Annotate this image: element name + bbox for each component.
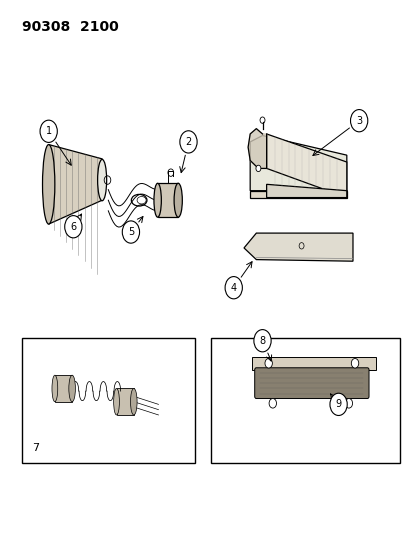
Polygon shape [249, 135, 346, 198]
Polygon shape [49, 144, 102, 224]
Polygon shape [55, 375, 72, 402]
Text: 9: 9 [335, 399, 341, 409]
Polygon shape [157, 183, 178, 217]
Text: 8: 8 [259, 336, 265, 346]
Ellipse shape [52, 375, 57, 402]
Ellipse shape [69, 375, 75, 402]
Text: 3: 3 [355, 116, 361, 126]
Circle shape [122, 221, 139, 243]
Text: 6: 6 [70, 222, 76, 232]
Polygon shape [266, 184, 346, 198]
Polygon shape [116, 389, 133, 415]
Circle shape [268, 399, 276, 408]
Circle shape [253, 329, 271, 352]
Text: 90308  2100: 90308 2100 [22, 20, 119, 34]
Ellipse shape [114, 389, 119, 415]
Circle shape [225, 277, 242, 299]
Ellipse shape [174, 183, 182, 217]
Polygon shape [266, 134, 346, 198]
Circle shape [351, 359, 358, 368]
Polygon shape [247, 128, 266, 168]
Ellipse shape [130, 389, 137, 415]
Bar [211, 338, 399, 463]
Circle shape [255, 165, 260, 172]
FancyBboxPatch shape [254, 368, 368, 399]
Circle shape [264, 359, 272, 368]
Circle shape [329, 393, 347, 416]
Bar [22, 338, 194, 463]
Circle shape [40, 120, 57, 142]
Bar [252, 357, 375, 370]
Circle shape [179, 131, 197, 153]
Polygon shape [243, 233, 352, 261]
Text: 7: 7 [32, 443, 39, 453]
Polygon shape [249, 191, 346, 198]
Text: 4: 4 [230, 282, 236, 293]
Circle shape [350, 110, 367, 132]
Ellipse shape [154, 183, 161, 217]
Circle shape [344, 399, 352, 408]
Text: 5: 5 [128, 227, 134, 237]
Text: 2: 2 [185, 137, 191, 147]
Ellipse shape [43, 144, 55, 224]
Circle shape [64, 216, 82, 238]
Text: 1: 1 [45, 126, 52, 136]
Ellipse shape [97, 159, 107, 201]
